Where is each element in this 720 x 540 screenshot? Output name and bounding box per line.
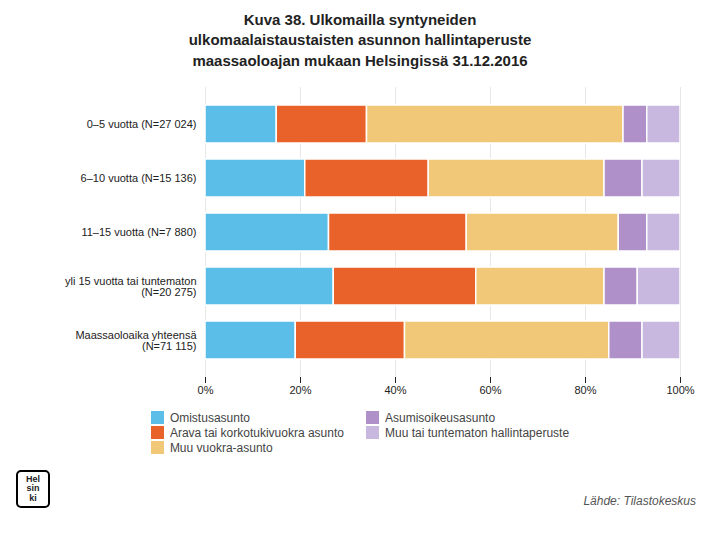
svg-text:100%: 100% (666, 384, 694, 396)
html-text:Asumisoikeusasunto: Asumisoikeusasunto (385, 410, 496, 425)
svg-text:yli 15 vuotta tai tuntematon(N: yli 15 vuotta tai tuntematon(N=20 275) (65, 274, 196, 297)
svg-text:11–15 vuotta (N=7 880): 11–15 vuotta (N=7 880) (81, 226, 196, 238)
svg-text:0%: 0% (198, 384, 214, 396)
svg-text:20%: 20% (289, 384, 311, 396)
html-text:Muu vuokra-asunto: Muu vuokra-asunto (169, 440, 273, 455)
html-text:Arava tai korkotukivuokra asun: Arava tai korkotukivuokra asunto (169, 425, 344, 440)
svg-text:40%: 40% (384, 384, 406, 396)
html-text:Muu tai tuntematon hallintaper: Muu tai tuntematon hallintaperuste (385, 425, 570, 440)
html-text:Kuva 38. Ulkomailla syntyneide: Kuva 38. Ulkomailla syntyneiden ulkomaal… (188, 11, 532, 69)
svg-text:0–5 vuotta (N=27 024): 0–5 vuotta (N=27 024) (87, 118, 197, 130)
html-text:Omistusasunto: Omistusasunto (169, 410, 250, 425)
html-text:Hel sin ki: Hel sin ki (26, 473, 40, 503)
html-text:Lähde: Tilastokeskus: Lähde: Tilastokeskus (583, 494, 696, 509)
svg-text:60%: 60% (479, 384, 501, 396)
svg-text:80%: 80% (574, 384, 596, 396)
svg-text:6–10 vuotta (N=15 136): 6–10 vuotta (N=15 136) (81, 172, 197, 184)
svg-text:Maassaoloaika yhteensä(N=71 11: Maassaoloaika yhteensä(N=71 115) (75, 328, 197, 351)
